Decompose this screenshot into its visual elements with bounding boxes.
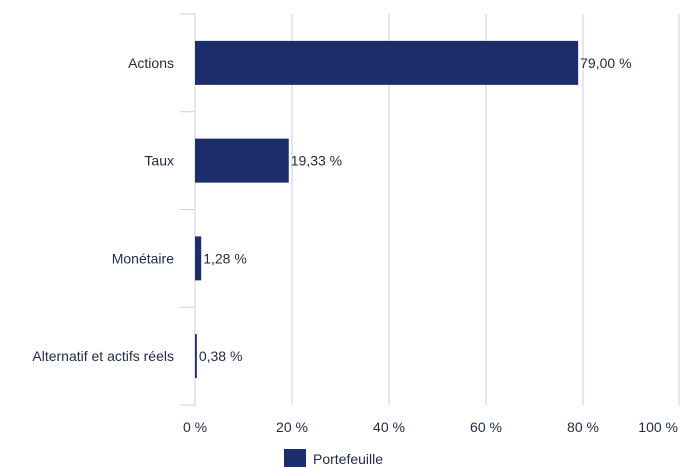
category-labels: Actions Taux Monétaire Alternatif et actifs… — [32, 55, 174, 364]
x-tick-label: 40 % — [373, 419, 405, 435]
data-label: 1,28 % — [203, 250, 247, 266]
data-labels: 79,00 % 19,33 % 1,28 % 0,38 % — [199, 55, 632, 364]
legend: Portefeuille — [284, 449, 383, 467]
category-axis — [180, 13, 196, 406]
category-label: Alternatif et actifs réels — [32, 348, 174, 364]
category-label: Taux — [144, 153, 174, 169]
x-tick-label: 0 % — [183, 419, 207, 435]
data-label: 0,38 % — [199, 348, 243, 364]
bars — [195, 40, 579, 379]
data-label: 79,00 % — [580, 55, 631, 71]
x-tick-label: 60 % — [470, 419, 502, 435]
legend-label: Portefeuille — [313, 451, 383, 467]
x-tick-labels: 0 % 20 % 40 % 60 % 80 % 100 % — [183, 419, 678, 435]
x-tick-label: 20 % — [276, 419, 308, 435]
legend-swatch — [284, 449, 306, 467]
data-label: 19,33 % — [291, 153, 342, 169]
category-label: Actions — [128, 55, 174, 71]
bar — [195, 138, 289, 183]
bar — [195, 40, 579, 85]
bar — [195, 236, 202, 281]
category-label: Monétaire — [112, 250, 174, 266]
x-tick-label: 80 % — [567, 419, 599, 435]
x-tick-label: 100 % — [638, 419, 678, 435]
bar — [195, 334, 197, 379]
